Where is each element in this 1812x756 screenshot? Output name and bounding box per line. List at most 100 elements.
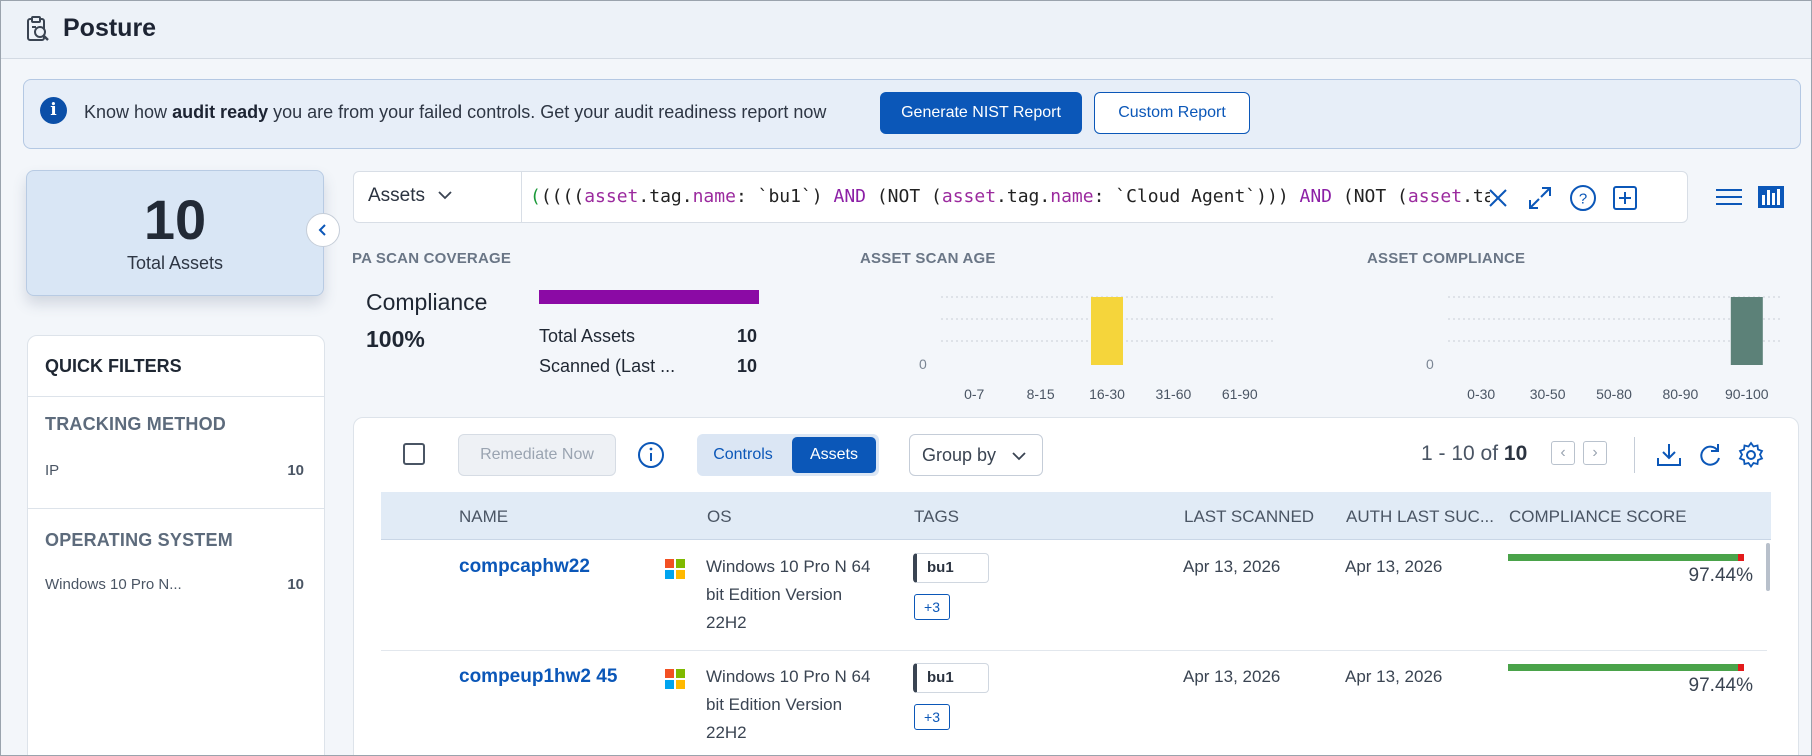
divider [28, 396, 324, 397]
x-tick-label: 0-7 [964, 386, 984, 402]
x-tick-label: 16-30 [1089, 386, 1125, 402]
column-name[interactable]: NAME [459, 507, 509, 526]
download-icon[interactable] [1655, 441, 1683, 469]
refresh-icon[interactable] [1696, 441, 1724, 469]
scope-label: Assets [368, 185, 426, 206]
total-assets-count: 10 [143, 188, 207, 251]
scope-dropdown[interactable]: Assets [354, 172, 522, 222]
x-tick-label: 8-15 [1027, 386, 1055, 402]
filter-item-os[interactable]: Windows 10 Pro N... [45, 576, 182, 593]
tag-pill[interactable]: bu1 [913, 553, 989, 583]
query-input[interactable]: (((((asset.tag.name: `bu1`) AND (NOT (as… [530, 186, 1490, 210]
table-scrollbar[interactable] [1766, 543, 1770, 591]
asset-name-link[interactable]: compeup1hw2 45 [459, 666, 618, 687]
prev-page-button[interactable]: ‹ [1551, 441, 1575, 465]
total-assets-label: Total Assets [126, 253, 224, 273]
failed-portion [1738, 554, 1744, 561]
coverage-bar [539, 290, 759, 304]
bar[interactable] [1091, 297, 1123, 365]
query-token: : `Cloud Agent`))) [1093, 186, 1300, 207]
pagination-summary: 1 - 10 of 10 [1421, 442, 1528, 465]
view-toggle: Controls Assets [697, 434, 879, 476]
query-token: asset [1407, 186, 1463, 207]
help-icon[interactable]: ? [1569, 184, 1597, 212]
compliance-score-text: 97.44% [1688, 565, 1753, 586]
query-token: .tag. [638, 186, 693, 207]
table-row[interactable]: compeup1hw2 45 Windows 10 Pro N 64 bit E… [381, 651, 1767, 755]
windows-icon [665, 669, 685, 689]
column-compliance-score[interactable]: COMPLIANCE SCORE [1509, 507, 1687, 526]
compliance-title: ASSET COMPLIANCE [1367, 250, 1526, 267]
query-token: AND [833, 186, 866, 207]
next-page-button[interactable]: › [1583, 441, 1607, 465]
info-icon: i [40, 97, 67, 124]
os-text: Windows 10 Pro N 64 bit Edition Version … [706, 667, 871, 742]
x-tick-label: 30-50 [1530, 386, 1566, 402]
bar[interactable] [1730, 297, 1763, 365]
coverage-row-label: Scanned (Last ... [539, 356, 676, 376]
remediate-now-button[interactable]: Remediate Now [458, 434, 616, 476]
filter-section-title: OPERATING SYSTEM [45, 530, 233, 550]
banner-message: Know how audit ready you are from your f… [84, 102, 827, 122]
custom-report-button[interactable]: Custom Report [1094, 92, 1250, 134]
asset-name-link[interactable]: compcaphw22 [459, 556, 590, 577]
compliance-score-bar [1508, 554, 1744, 561]
query-token: (NOT ( [866, 186, 942, 207]
svg-text:?: ? [1579, 191, 1587, 208]
more-tags-button[interactable]: +3 [914, 704, 950, 730]
filter-item-count: 10 [287, 576, 304, 593]
info-icon[interactable] [637, 441, 665, 469]
chevron-left-icon [318, 224, 326, 236]
filter-item-ip[interactable]: IP [45, 462, 60, 479]
column-last-scanned[interactable]: LAST SCANNED [1184, 507, 1315, 526]
column-auth-last-success[interactable]: AUTH LAST SUC... [1346, 507, 1494, 526]
query-token: (NOT ( [1332, 186, 1408, 207]
total-assets-card[interactable]: 10 Total Assets [26, 170, 324, 296]
tab-controls[interactable]: Controls [713, 446, 773, 463]
add-icon[interactable] [1611, 184, 1639, 212]
x-tick-label: 80-90 [1662, 386, 1698, 402]
filter-section-title: TRACKING METHOD [45, 414, 226, 434]
collapse-panel-button[interactable] [306, 213, 340, 247]
divider [1634, 437, 1635, 473]
column-tags[interactable]: TAGS [914, 507, 960, 526]
expand-icon[interactable] [1526, 184, 1554, 212]
page-title: Posture [63, 14, 157, 42]
query-token: name [692, 186, 736, 207]
compliance-score-bar [1508, 664, 1744, 671]
generate-nist-report-button[interactable]: Generate NIST Report [880, 92, 1082, 134]
tab-assets[interactable]: Assets [792, 437, 876, 473]
audit-banner: i Know how audit ready you are from your… [23, 79, 1801, 149]
more-tags-button[interactable]: +3 [914, 594, 950, 620]
column-os[interactable]: OS [707, 507, 732, 526]
chevron-down-icon [1012, 452, 1026, 461]
table-row[interactable]: compcaphw22 Windows 10 Pro N 64 bit Edit… [381, 541, 1767, 651]
audit-report-icon [27, 16, 49, 41]
y-tick-label: 0 [919, 356, 927, 372]
x-tick-label: 61-90 [1222, 386, 1258, 402]
scan-age-title: ASSET SCAN AGE [860, 250, 996, 267]
settings-icon[interactable] [1737, 441, 1765, 469]
x-tick-label: 0-30 [1467, 386, 1495, 402]
select-all-checkbox[interactable] [403, 443, 425, 465]
divider [28, 508, 324, 509]
x-tick-label: 31-60 [1155, 386, 1191, 402]
list-view-icon[interactable] [1714, 183, 1744, 211]
tag-pill[interactable]: bu1 [913, 663, 989, 693]
auth-last-success-date: Apr 13, 2026 [1345, 557, 1443, 576]
coverage-label: Compliance [366, 289, 488, 315]
coverage-bar-fill [539, 290, 759, 304]
clear-icon[interactable] [1484, 184, 1512, 212]
coverage-percent: 100% [366, 326, 425, 352]
last-scanned-date: Apr 13, 2026 [1183, 557, 1281, 576]
coverage-row-value: 10 [737, 326, 758, 346]
query-bar: Assets (((((asset.tag.name: `bu1`) AND (… [353, 171, 1688, 223]
chart-view-icon[interactable] [1756, 183, 1786, 211]
coverage-row-value: 10 [737, 356, 758, 376]
query-token: : `bu1`) [735, 186, 834, 207]
chevron-down-icon [438, 191, 452, 200]
last-scanned-date: Apr 13, 2026 [1183, 667, 1281, 686]
group-by-dropdown[interactable]: Group by [909, 434, 1043, 476]
compliance-score-text: 97.44% [1688, 675, 1753, 696]
y-tick-label: 0 [1426, 356, 1434, 372]
